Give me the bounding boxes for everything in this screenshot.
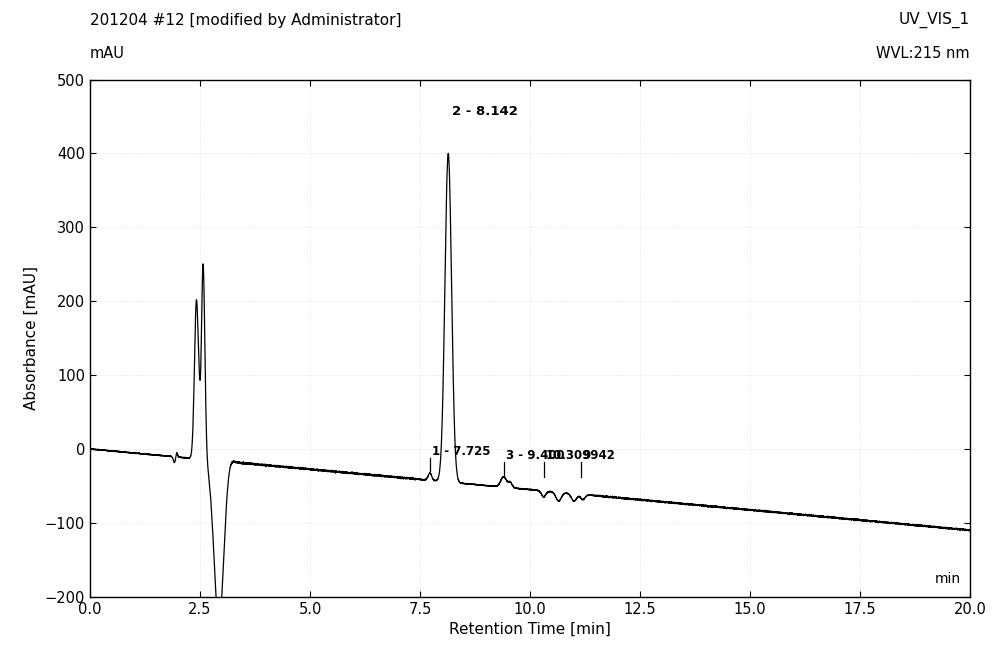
Text: 3 - 9.400: 3 - 9.400 — [506, 450, 564, 462]
Text: 2 - 8.142: 2 - 8.142 — [452, 105, 518, 118]
Text: 10.309: 10.309 — [546, 450, 591, 462]
X-axis label: Retention Time [min]: Retention Time [min] — [449, 622, 611, 637]
Text: min: min — [935, 572, 961, 586]
Text: 9942: 9942 — [583, 450, 616, 462]
Text: 1 - 7.725: 1 - 7.725 — [432, 445, 491, 458]
Text: mAU: mAU — [90, 46, 125, 62]
Text: 201204 #12 [modified by Administrator]: 201204 #12 [modified by Administrator] — [90, 13, 402, 28]
Text: UV_VIS_1: UV_VIS_1 — [899, 12, 970, 28]
Text: WVL:215 nm: WVL:215 nm — [876, 46, 970, 62]
Y-axis label: Absorbance [mAU]: Absorbance [mAU] — [24, 266, 39, 410]
